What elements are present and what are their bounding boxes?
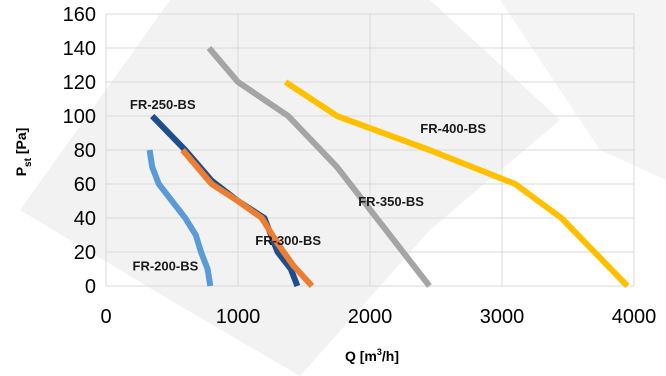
y-tick-label: 60 (74, 174, 96, 196)
x-tick-label: 1000 (216, 306, 261, 328)
chart-grid (105, 13, 635, 287)
x-tick-label: 4000 (612, 306, 657, 328)
x-tick-label: 3000 (480, 306, 525, 328)
series-labels: FR-200-BS FR-250-BS FR-300-BS FR-350-BS FR-4… (130, 97, 486, 274)
y-tick-label: 80 (74, 140, 96, 162)
y-axis-title: Pst [Pa] (13, 128, 34, 177)
series-label-fr-350-bs: FR-350-BS (358, 194, 424, 209)
y-axis-ticks: 0 20 40 60 80 100 120 140 160 (63, 4, 96, 298)
series-line-fr-300-bs (180, 148, 315, 289)
series-label-fr-300-bs: FR-300-BS (255, 233, 321, 248)
series-label-fr-200-bs: FR-200-BS (133, 259, 199, 274)
chart-series (146, 46, 630, 289)
y-tick-label: 40 (74, 208, 96, 230)
x-axis-title: Q [m3/h] (345, 347, 399, 364)
series-line-fr-200-bs (146, 149, 214, 287)
y-tick-label: 0 (85, 276, 96, 298)
y-tick-label: 120 (63, 72, 96, 94)
series-label-fr-400-bs: FR-400-BS (420, 121, 486, 136)
x-tick-label: 2000 (348, 306, 393, 328)
x-axis-ticks: 0 1000 2000 3000 4000 (100, 306, 656, 328)
y-tick-label: 140 (63, 38, 96, 60)
series-line-fr-400-bs (283, 79, 630, 289)
series-line-fr-350-bs (206, 46, 432, 288)
y-tick-label: 160 (63, 4, 96, 26)
y-tick-label: 20 (74, 242, 96, 264)
series-label-fr-250-bs: FR-250-BS (130, 97, 196, 112)
y-tick-label: 100 (63, 106, 96, 128)
background-watermark (20, 0, 666, 376)
x-tick-label: 0 (100, 306, 111, 328)
